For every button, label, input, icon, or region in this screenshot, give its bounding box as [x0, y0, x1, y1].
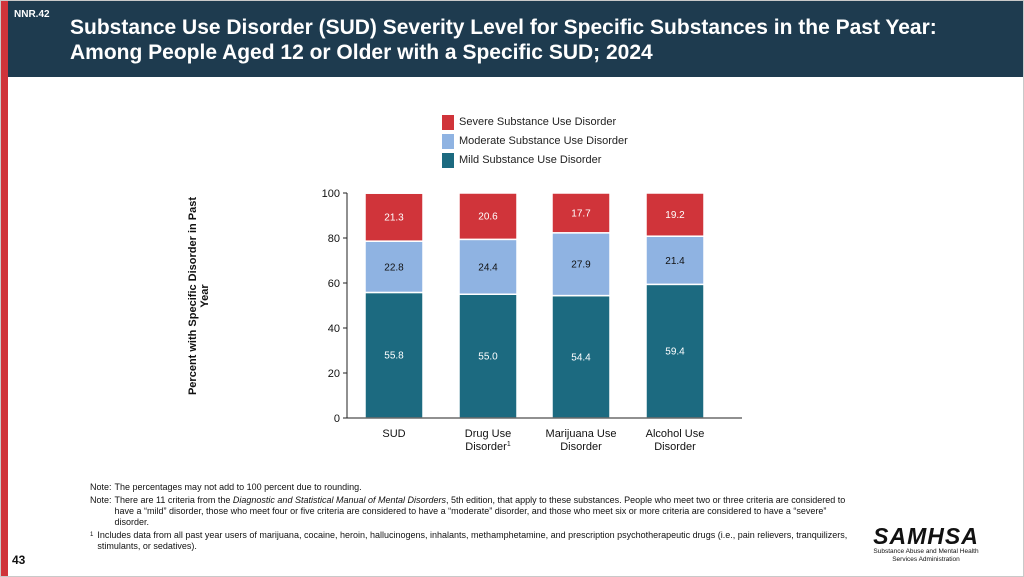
chart-legend: Severe Substance Use Disorder Moderate S… — [442, 114, 628, 171]
samhsa-logo: SAMHSA Substance Abuse and Mental Health… — [866, 524, 986, 564]
slide-title: Substance Use Disorder (SUD) Severity Le… — [70, 16, 937, 64]
x-tick-label: Disorder1 — [465, 441, 511, 453]
y-tick-label: 40 — [328, 323, 340, 335]
data-label: 21.4 — [665, 256, 685, 267]
data-label: 24.4 — [478, 262, 498, 273]
note-text-italic: Diagnostic and Statistical Manual of Men… — [232, 495, 447, 505]
bar-segment — [645, 192, 705, 237]
data-label: 27.9 — [571, 260, 591, 271]
data-label: 19.2 — [665, 210, 685, 221]
x-tick-superscript: 1 — [507, 441, 511, 448]
logo-subtitle: Substance Abuse and Mental Health — [873, 548, 979, 555]
y-tick-label: 20 — [328, 368, 340, 380]
note-text: The percentages may not add to 100 perce… — [114, 482, 362, 492]
x-tick-label: Drug Use — [465, 428, 511, 440]
legend-item-mild: Mild Substance Use Disorder — [442, 152, 628, 168]
x-tick-label: Alcohol Use — [646, 428, 705, 440]
x-tick-label: Disorder — [560, 441, 602, 453]
legend-label-moderate: Moderate Substance Use Disorder — [459, 135, 628, 147]
logo-name: SAMHSA — [873, 523, 979, 549]
left-accent-bar — [0, 0, 8, 577]
data-label: 17.7 — [571, 208, 591, 219]
bar-segment — [645, 283, 705, 419]
page-number: 43 — [12, 553, 26, 567]
data-label: 55.0 — [478, 352, 498, 363]
data-label: 54.4 — [571, 352, 591, 363]
y-tick-label: 80 — [328, 233, 340, 245]
x-tick-label: Marijuana Use — [546, 428, 617, 440]
y-tick-label: 100 — [322, 188, 340, 200]
footnote-text: Includes data from all past year users o… — [97, 530, 848, 551]
notes-section: Note: The percentages may not add to 100… — [90, 482, 850, 554]
y-tick-label: 0 — [334, 413, 340, 425]
x-tick-label: Disorder — [654, 441, 696, 453]
slide-header: NNR.42 Substance Use Disorder (SUD) Seve… — [8, 0, 1024, 77]
bar-segment — [364, 240, 424, 294]
bar-segment — [458, 238, 518, 296]
legend-label-mild: Mild Substance Use Disorder — [459, 154, 602, 166]
bar-segment — [645, 235, 705, 286]
bar-segment — [551, 294, 611, 419]
bar-segment — [551, 192, 611, 234]
logo-subtitle: Services Administration — [892, 556, 960, 563]
x-tick-label: SUD — [382, 428, 405, 440]
slide-id: NNR.42 — [14, 9, 50, 20]
note-text-part: There are 11 criteria from the — [114, 495, 233, 505]
bar-segment — [364, 192, 424, 242]
note-text-part: , 5th edition, that apply to these subst… — [114, 495, 846, 527]
legend-item-severe: Severe Substance Use Disorder — [442, 114, 628, 130]
bar-segment — [458, 192, 518, 241]
note-label: Note: — [90, 495, 112, 505]
footnote-mark: 1 — [90, 532, 94, 538]
legend-swatch-moderate — [442, 133, 454, 149]
data-label: 22.8 — [384, 262, 404, 273]
data-label: 20.6 — [478, 212, 498, 223]
legend-label-severe: Severe Substance Use Disorder — [459, 116, 617, 128]
data-label: 59.4 — [665, 347, 685, 358]
note-text: There are 11 criteria from the Diagnosti… — [115, 495, 850, 528]
legend-item-moderate: Moderate Substance Use Disorder — [442, 133, 628, 149]
data-label: 21.3 — [384, 213, 404, 224]
note-label: Note: — [90, 482, 112, 492]
bar-segment — [364, 291, 424, 419]
y-tick-label: 60 — [328, 278, 340, 290]
legend-swatch-mild — [442, 152, 454, 168]
footnote: 1 Includes data from all past year users… — [90, 530, 850, 552]
note-criteria: Note: There are 11 criteria from the Dia… — [90, 495, 850, 528]
note-rounding: Note: The percentages may not add to 100… — [90, 482, 850, 493]
legend-swatch-severe — [442, 114, 454, 130]
data-label: 55.8 — [384, 351, 404, 362]
bar-segment — [458, 293, 518, 419]
